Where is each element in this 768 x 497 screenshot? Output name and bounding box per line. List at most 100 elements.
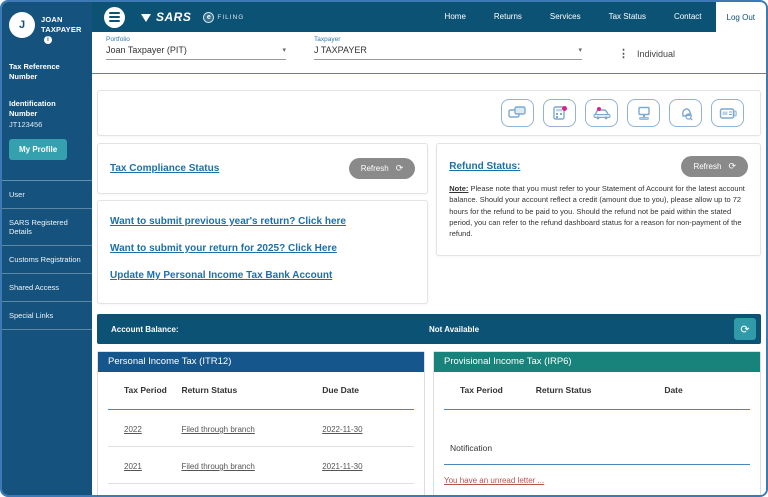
toolbar-calculator-icon[interactable] [543,99,576,127]
itr12-cell-link[interactable]: 2022-11-30 [322,425,363,434]
quick-actions-toolbar [97,90,761,136]
table-cell: 2022 [108,419,181,437]
logout-button[interactable]: Log Out [715,2,766,32]
toolbar-vehicle-icon[interactable] [585,99,618,127]
itr12-row-2022: 2022 Filed through branch 2022-11-30 [108,410,414,447]
chevron-down-icon: ▾ [578,47,582,54]
toolbar-card-machine-icon[interactable] [711,99,744,127]
itr12-cell-link[interactable]: 2022 [124,425,142,434]
table-cell: 2019-12-04 [322,493,414,495]
quick-link-update-my-personal-income-tax-bank-accou[interactable]: Update My Personal Income Tax Bank Accou… [110,270,333,281]
note-text: Please note that you must refer to your … [449,184,745,238]
irp6-unread-letter-link[interactable]: You have an unread letter ... [444,476,545,485]
main-area: SARS e FILING Home Returns Services Tax Sta… [92,2,766,495]
tax-compliance-status-link[interactable]: Tax Compliance Status [110,163,220,174]
irp6-panel-title: Provisional Income Tax (IRP6) [434,352,760,372]
kebab-menu-icon[interactable]: ⋮ [618,48,629,60]
itr12-cell-link[interactable]: 2021-11-30 [322,462,363,471]
column-header: Date [664,385,683,395]
note-label: Note: [449,184,469,193]
itr12-cell-link[interactable]: Filed through branch [181,425,255,434]
divider [444,464,750,465]
table-cell: Filed through branch [181,456,322,474]
column-header: Due Date [322,385,360,395]
nav-item-returns[interactable]: Returns [493,12,522,21]
sars-brand-text: SARS [156,10,192,24]
nav-item-home[interactable]: Home [444,12,466,21]
table-cell: Filed through eFiling on 2024-05-31 [181,493,322,495]
avatar[interactable]: J [9,12,35,38]
sars-flag-icon [141,14,151,22]
irp6-table: Tax Period Return Status Date [434,372,760,410]
table-cell: 2019 [108,493,181,495]
nav-item-contact[interactable]: Contact [673,12,702,21]
portfolio-label: Portfolio [106,36,130,43]
column-header: Tax Period [460,385,503,395]
account-balance-value: Not Available [429,324,480,334]
top-navigation: Home Returns Services Tax Status Contact [431,2,716,32]
table-cell: 2021-11-30 [322,456,414,474]
chevron-down-icon: ▾ [282,47,286,54]
taxpayer-label: Taxpayer [314,36,341,43]
compliance-refresh-button[interactable]: Refresh ⟳ [348,158,416,179]
refund-note: Note: Please note that you must refer to… [437,181,760,245]
irp6-notification-label: Notification [450,443,493,453]
toolbar-payments-icon[interactable] [501,99,534,127]
refresh-label: Refresh [360,164,389,173]
irp6-panel: Provisional Income Tax (IRP6) Tax Period… [433,351,761,495]
portfolio-select[interactable]: Portfolio Joan Taxpayer (PIT) ▾ [106,36,286,60]
itr12-table: Tax Period Return Status Due Date 2022 Fi… [98,372,424,495]
taxpayer-value: J TAXPAYER [314,45,367,55]
sidebar: J JOAN TAXPAYERi Tax Reference Number Id… [2,2,92,495]
column-header: Tax Period [124,385,167,395]
refresh-icon: ⟳ [395,163,404,173]
portfolio-value: Joan Taxpayer (PIT) [106,45,187,55]
itr12-header-row: Tax Period Return Status Due Date [108,372,414,410]
identification-value: JT123456 [9,120,43,130]
quick-links-card: Want to submit previous year's return? C… [97,200,429,304]
table-cell: 2022-11-30 [322,419,414,437]
quick-link-want-to-submit-previous-year-s-return-cl[interactable]: Want to submit previous year's return? C… [110,216,346,227]
user-chip[interactable]: J JOAN TAXPAYERi [9,12,85,45]
toolbar-bell-search-icon[interactable] [669,99,702,127]
user-name-text: JOAN TAXPAYER [41,15,82,35]
sidebar-menu: User SARS Registered Details Customs Regis… [2,180,92,331]
sidebar-item-customs-registration[interactable]: Customs Registration [2,246,92,275]
sidebar-item-special-links[interactable]: Special Links [2,302,92,331]
tax-reference-label: Tax Reference Number [9,62,60,82]
itr12-row-2019: 2019Filed through eFiling on 2024-05-312… [108,484,414,495]
efiling-text: FILING [217,13,245,21]
refund-refresh-button[interactable]: Refresh ⟳ [681,156,748,177]
column-header: Return Status [181,385,238,395]
nav-item-services[interactable]: Services [549,12,581,21]
taxpayer-select[interactable]: Taxpayer J TAXPAYER ▾ [314,36,582,60]
toolbar-workstation-icon[interactable] [627,99,660,127]
sidebar-item-sars-registered-details[interactable]: SARS Registered Details [2,209,92,247]
hamburger-menu-icon[interactable] [104,6,125,28]
identification-label: Identification Number [9,98,56,118]
info-icon[interactable]: i [44,36,52,45]
nav-item-tax-status[interactable]: Tax Status [608,12,646,21]
refund-status-link[interactable]: Refund Status: [449,161,521,172]
irp6-header-row: Tax Period Return Status Date [444,372,750,410]
refresh-label: Refresh [693,162,722,171]
quick-link-want-to-submit-your-return-for-2025-clic[interactable]: Want to submit your return for 2025? Cli… [110,243,337,254]
itr12-cell-link[interactable]: Filed through branch [181,462,255,471]
tax-compliance-card: Tax Compliance Status Refresh ⟳ [97,143,429,194]
efiling-e-icon: e [203,11,215,23]
topbar: SARS e FILING Home Returns Services Tax Sta… [92,2,766,32]
sars-logo: SARS [141,10,191,24]
itr12-cell-link[interactable]: 2021 [124,462,142,471]
account-balance-bar: Account Balance: Not Available ⟳ [97,314,761,344]
table-cell: Filed through branch [181,419,322,437]
sidebar-item-user[interactable]: User [2,181,92,210]
account-balance-label: Account Balance: [111,324,179,334]
entity-type: Individual [637,48,676,59]
my-profile-button[interactable]: My Profile [9,139,68,161]
sidebar-item-shared-access[interactable]: Shared Access [2,274,92,303]
refund-status-card: Refund Status: Refresh ⟳ Note: Please not… [436,143,761,257]
balance-refresh-button[interactable]: ⟳ [734,318,756,340]
itr12-row-2021: 2021 Filed through branch 2021-11-30 [108,447,414,484]
efiling-logo: e FILING [203,11,245,23]
